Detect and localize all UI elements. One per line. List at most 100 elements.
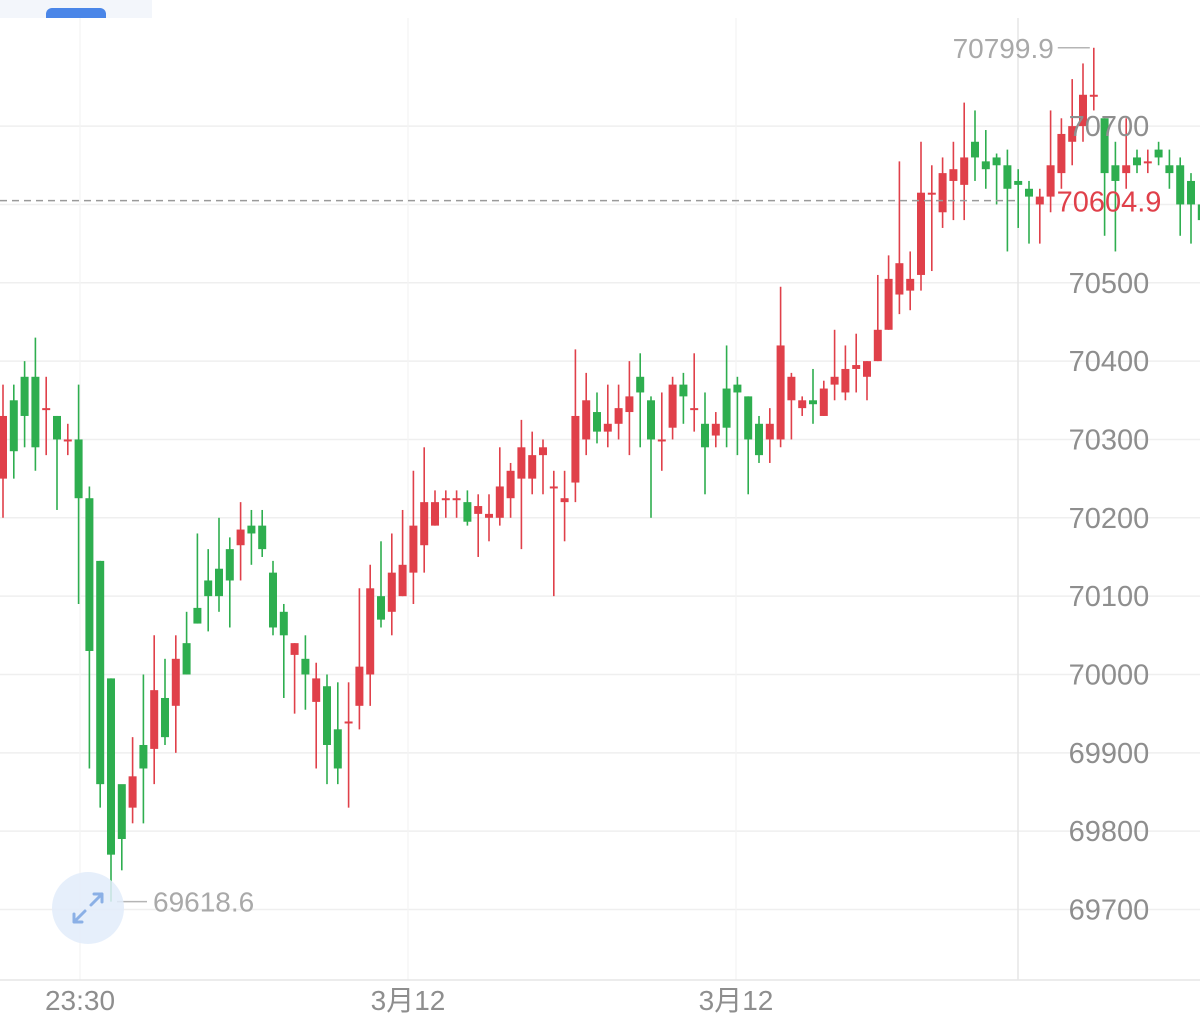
- candle-body: [1165, 165, 1174, 174]
- candle: [279, 603, 288, 698]
- candle-body: [312, 678, 321, 702]
- expand-arrows-icon: [72, 892, 104, 924]
- candle: [938, 157, 947, 228]
- candle: [1133, 149, 1141, 174]
- candle-body: [906, 278, 915, 291]
- top-tab-active-indicator[interactable]: [46, 8, 106, 18]
- candle-body: [938, 173, 947, 213]
- candle: [1014, 169, 1023, 228]
- candle-body: [74, 439, 83, 499]
- candle: [204, 549, 213, 632]
- x-tick-label: 3月12: [371, 985, 446, 1016]
- candle-body: [355, 666, 364, 706]
- candle: [247, 509, 256, 565]
- candle: [1089, 47, 1098, 111]
- candle-body: [506, 470, 515, 499]
- candle-body: [614, 408, 623, 424]
- candle: [949, 141, 958, 221]
- candle-body: [1154, 149, 1163, 158]
- candle-body: [117, 784, 126, 839]
- candle: [387, 533, 396, 636]
- candle-body: [182, 643, 191, 675]
- candle-body: [1100, 118, 1109, 174]
- candle-body: [1035, 196, 1044, 205]
- candle: [269, 560, 277, 636]
- candle: [290, 643, 299, 714]
- candle-body: [409, 525, 418, 573]
- candle: [1111, 141, 1120, 252]
- candle: [431, 490, 439, 526]
- candle-body: [884, 278, 893, 330]
- fullscreen-toggle-button[interactable]: [52, 872, 124, 944]
- candle: [128, 737, 137, 824]
- y-tick-label: 70200: [1069, 503, 1150, 535]
- candle-body: [787, 376, 796, 401]
- candle: [301, 635, 310, 710]
- candle: [225, 537, 234, 628]
- candle-body: [765, 423, 774, 440]
- candle: [398, 509, 407, 597]
- candle-body: [636, 376, 645, 393]
- candle: [1187, 173, 1195, 244]
- y-tick-label: 70500: [1069, 268, 1150, 300]
- candle: [355, 588, 364, 730]
- candle-body: [603, 423, 612, 432]
- candle-body: [150, 690, 159, 749]
- candle-body: [1046, 165, 1055, 197]
- candle-body: [1079, 94, 1087, 127]
- candle: [161, 658, 169, 745]
- candle-body: [539, 447, 547, 456]
- candle-body: [1176, 165, 1185, 205]
- candle-body: [917, 192, 925, 275]
- candle-body: [107, 678, 115, 855]
- candle: [215, 517, 223, 612]
- candle: [517, 419, 526, 550]
- candle-body: [1014, 180, 1023, 185]
- candle: [31, 337, 40, 471]
- candle-body: [193, 607, 202, 624]
- candle-body: [1187, 180, 1195, 205]
- candle-body: [53, 415, 61, 440]
- candle-body: [204, 580, 213, 597]
- candle: [809, 368, 817, 424]
- candle-body: [517, 447, 526, 479]
- y-tick-label: 70100: [1069, 581, 1150, 613]
- candle-body: [895, 263, 904, 295]
- candle-body: [776, 345, 785, 440]
- candle: [927, 165, 936, 272]
- candle: [107, 678, 115, 902]
- candle: [495, 447, 504, 526]
- gridlines: [0, 18, 1200, 980]
- y-tick-label: 70400: [1069, 346, 1150, 378]
- candle: [441, 490, 450, 518]
- candle-body: [992, 157, 1001, 166]
- candles: [0, 47, 1200, 902]
- candle-body: [495, 486, 504, 518]
- candle: [549, 470, 558, 597]
- candle: [171, 635, 180, 753]
- candle-body: [722, 388, 731, 428]
- y-tick-label: 70000: [1069, 659, 1150, 691]
- candle-body: [269, 572, 277, 628]
- top-tab-bar: [0, 0, 152, 18]
- candle: [420, 447, 429, 573]
- candle: [236, 502, 245, 581]
- candle-body: [852, 365, 861, 369]
- candle: [20, 361, 29, 448]
- candle: [42, 376, 51, 456]
- y-tick-label: 69700: [1069, 894, 1150, 926]
- candle: [539, 439, 547, 495]
- y-tick-label: 70300: [1069, 424, 1150, 456]
- candle: [960, 102, 969, 221]
- candle: [1143, 149, 1152, 174]
- candle: [701, 392, 709, 495]
- candle-body: [701, 423, 709, 448]
- candle-body: [42, 408, 51, 411]
- candle: [323, 674, 331, 785]
- candle: [463, 490, 472, 526]
- candle-body: [139, 744, 148, 769]
- candle: [150, 635, 159, 785]
- candle: [830, 329, 839, 401]
- candle-body: [420, 502, 429, 546]
- candle-body: [290, 643, 299, 655]
